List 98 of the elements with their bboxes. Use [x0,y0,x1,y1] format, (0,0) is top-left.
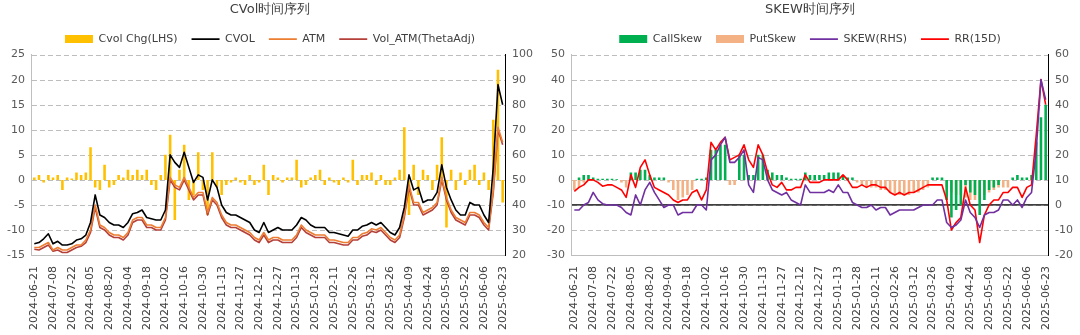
chart-title: SKEW时间序列 [765,1,855,17]
x-tick-label: 2024-11-27 [233,266,247,331]
y-tick-label: 20 [550,122,565,136]
x-tick-label: 2024-10-16 [718,266,732,331]
legend-label: Vol_ATM(ThetaAdj) [372,31,476,45]
x-tick-label: 2025-04-09 [401,266,415,331]
y2-tick-label: -20 [1055,247,1073,261]
y-tick-label: 50 [550,47,565,61]
x-tick-label: 2024-09-18 [139,266,153,331]
y2-tick-label: 60 [1055,47,1070,61]
x-tick-label: 2025-03-26 [925,266,939,331]
y2-tick-label: 70 [512,122,526,136]
x-tick-label: 2025-02-11 [868,266,882,331]
x-tick-label: 2025-01-13 [831,266,845,331]
y-tick-label: -5 [14,197,25,211]
x-tick-label: 2024-12-27 [270,266,284,331]
x-tick-label: 2024-10-30 [736,266,750,331]
x-tick-label: 2025-06-23 [495,266,509,331]
x-tick-label: 2024-10-30 [195,266,209,331]
x-tick-label: 2025-01-28 [308,266,322,331]
x-tick-label: 2024-10-02 [158,266,172,331]
x-tick-label: 2025-04-09 [944,266,958,331]
x-tick-label: 2024-10-02 [699,266,713,331]
y2-tick-label: 40 [512,197,526,211]
legend-label: RR(15D) [954,31,1001,45]
x-tick-label: 2024-08-05 [623,266,637,331]
legend-label: Cvol Chg(LHS) [98,31,178,45]
y-tick-label: 25 [10,47,25,61]
x-tick-label: 2025-05-08 [439,266,453,331]
x-tick-label: 2025-05-22 [1000,266,1014,331]
x-tick-label: 2024-12-27 [812,266,826,331]
x-tick-label: 2024-10-16 [177,266,191,331]
legend-label: SKEW(RHS) [843,31,907,45]
x-tick-label: 2025-01-28 [849,266,863,331]
x-tick-label: 2024-07-08 [45,266,59,331]
x-tick-label: 2025-05-22 [458,266,472,331]
x-tick-label: 2024-09-04 [661,266,675,331]
y2-tick-label: 100 [512,47,533,61]
y2-tick-label: -10 [1055,222,1073,236]
legend-label: ATM [302,31,326,45]
y-tick-label: 10 [10,122,25,136]
x-tick-label: 2025-02-26 [345,266,359,331]
x-tick-label: 2025-06-23 [1038,266,1052,331]
x-tick-label: 2025-06-06 [1019,266,1033,331]
y2-tick-label: 30 [1055,122,1070,136]
chart-title: CVol时间序列 [229,1,311,17]
y-tick-label: 10 [550,147,565,161]
x-tick-label: 2025-02-26 [887,266,901,331]
x-tick-label: 2024-08-20 [102,266,116,331]
y-tick-label: -10 [547,197,565,211]
x-tick-label: 2025-03-12 [364,266,378,331]
x-tick-label: 2025-04-24 [963,266,977,331]
y-tick-label: 40 [550,72,565,86]
x-tick-label: 2024-12-12 [251,266,265,331]
legend-label: PutSkew [749,31,796,45]
x-tick-label: 2024-11-13 [214,266,228,331]
y-tick-label: 15 [10,97,25,111]
x-tick-label: 2024-07-22 [604,266,618,331]
y2-tick-label: 20 [512,247,526,261]
y2-tick-label: 50 [512,172,526,186]
x-tick-label: 2024-12-12 [793,266,807,331]
y-tick-label: 5 [17,147,25,161]
y2-tick-label: 60 [512,147,526,161]
x-tick-label: 2025-02-11 [326,266,340,331]
x-tick-label: 2025-04-24 [420,266,434,331]
y2-tick-label: 20 [1055,147,1070,161]
x-tick-label: 2024-07-08 [586,266,600,331]
x-tick-label: 2024-11-13 [755,266,769,331]
y2-tick-label: 40 [1055,97,1070,111]
x-tick-label: 2024-09-18 [680,266,694,331]
y2-tick-label: 30 [512,222,526,236]
x-tick-label: 2024-08-20 [642,266,656,331]
y2-tick-label: 50 [1055,72,1070,86]
y-tick-label: 20 [10,72,25,86]
y-tick-label: 0 [17,172,25,186]
x-tick-label: 2025-03-26 [383,266,397,331]
legend-label: CallSkew [652,31,702,45]
x-tick-label: 2024-06-21 [567,266,581,331]
x-tick-label: 2024-09-04 [120,266,134,331]
x-tick-label: 2024-08-05 [83,266,97,331]
y2-tick-label: 80 [512,97,526,111]
y2-tick-label: 90 [512,72,526,86]
x-tick-label: 2025-01-13 [289,266,303,331]
x-tick-label: 2024-11-27 [774,266,788,331]
legend-label: CVOL [225,31,256,45]
y-tick-label: -30 [547,247,565,261]
x-tick-label: 2025-05-08 [981,266,995,331]
x-tick-label: 2025-03-12 [906,266,920,331]
x-tick-label: 2024-06-21 [27,266,41,331]
y-tick-label: -15 [7,247,25,261]
y-tick-label: 30 [550,97,565,111]
y2-tick-label: 0 [1055,197,1063,211]
x-tick-label: 2024-07-22 [64,266,78,331]
y-tick-label: -10 [7,222,25,236]
y2-tick-label: 10 [1055,172,1070,186]
y-tick-label: 0 [557,172,565,186]
y-tick-label: -20 [547,222,565,236]
x-tick-label: 2025-06-06 [476,266,490,331]
